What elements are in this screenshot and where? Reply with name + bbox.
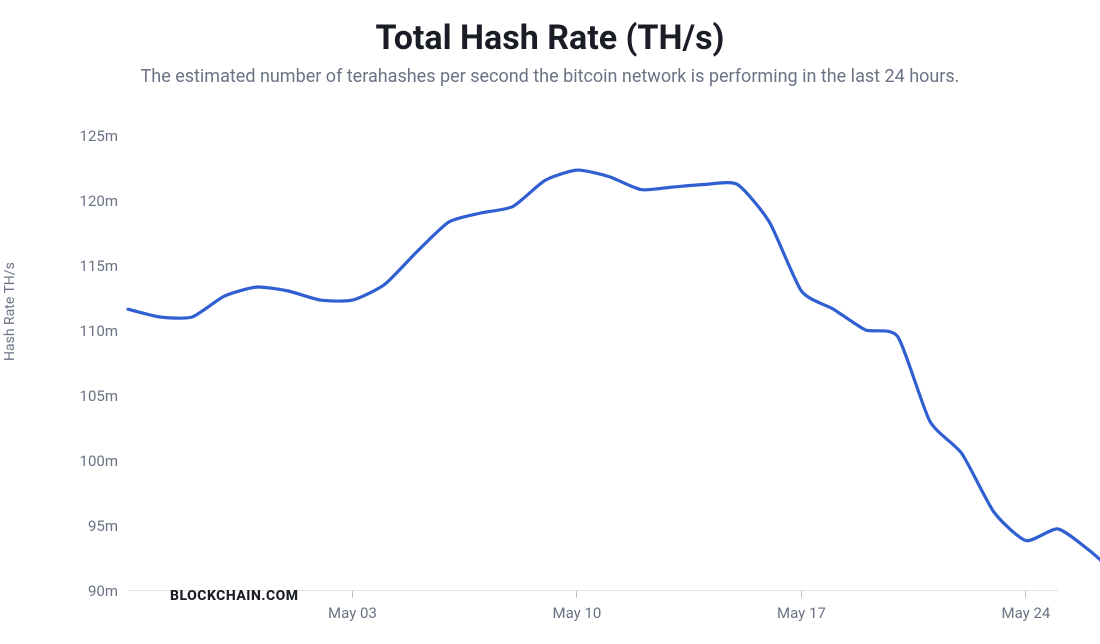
line-chart — [0, 0, 1100, 644]
watermark: BLOCKCHAIN.COM — [170, 588, 299, 604]
chart-container: Total Hash Rate (TH/s) The estimated num… — [0, 0, 1100, 644]
hashrate-line — [128, 170, 1100, 577]
